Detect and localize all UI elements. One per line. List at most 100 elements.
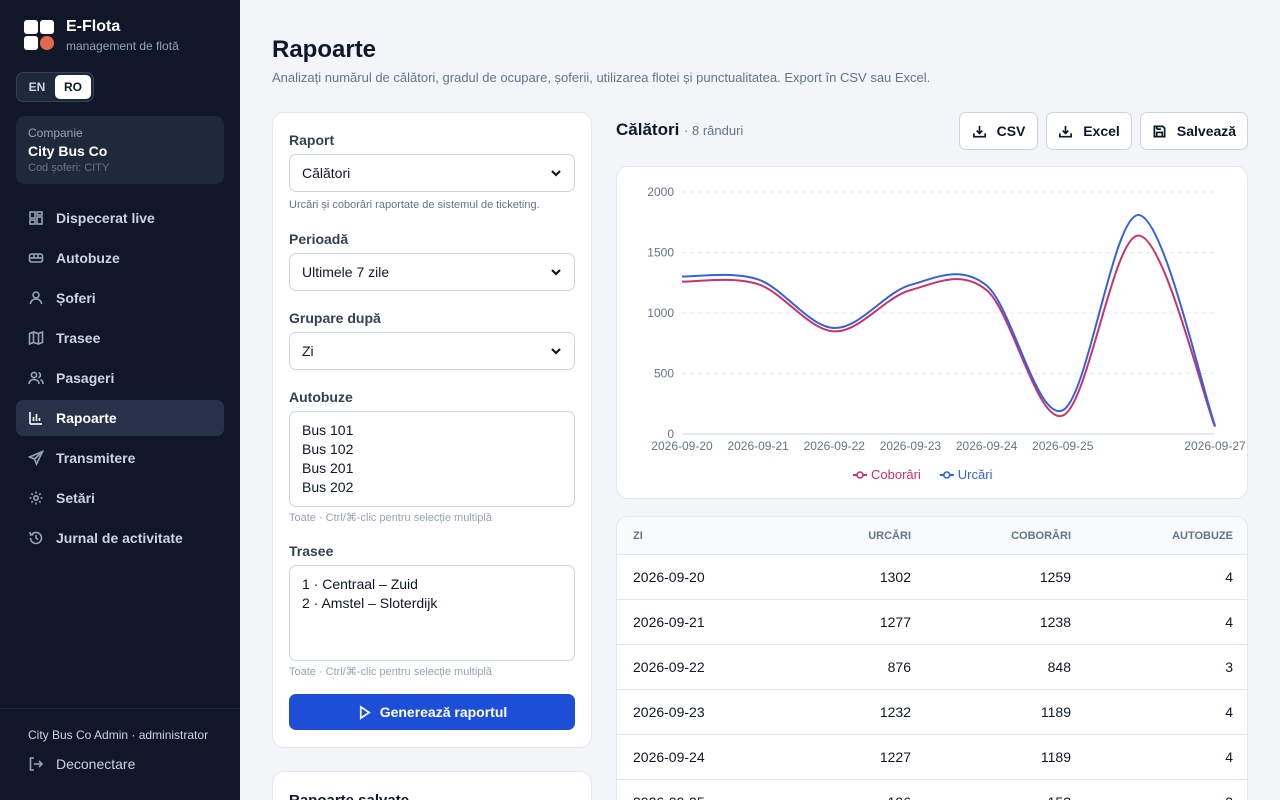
logout-button[interactable]: Deconectare <box>28 756 135 772</box>
sidebar-nav: Dispecerat live Autobuze Șoferi Trasee P… <box>16 200 224 560</box>
route-option[interactable]: 1 · Centraal – Zuid <box>302 576 418 592</box>
routes-label: Trasee <box>289 543 334 559</box>
sidebar-item-transmitere[interactable]: Transmitere <box>16 440 224 476</box>
period-select[interactable]: Ultimele 7 zile <box>289 253 575 291</box>
table-cell: 848 <box>1047 659 1071 675</box>
page-title: Rapoarte <box>272 36 377 63</box>
page-description: Analizați numărul de călători, gradul de… <box>272 70 931 85</box>
lang-ro-button[interactable]: RO <box>55 75 91 99</box>
brand[interactable]: E-Flota management de flotă <box>24 18 179 53</box>
sidebar-item-pasageri[interactable]: Pasageri <box>16 360 224 396</box>
sidebar-item-dispecerat[interactable]: Dispecerat live <box>16 200 224 236</box>
current-user: City Bus Co Admin · administrator <box>28 728 209 742</box>
company-card: Companie City Bus Co Cod șoferi: CITY <box>16 116 224 184</box>
table-cell: 2026-09-25 <box>633 780 705 800</box>
column-header-zi[interactable]: ZI <box>633 529 643 542</box>
buses-hint: Toate · Ctrl/⌘-clic pentru selecție mult… <box>289 512 492 524</box>
report-table: ZI URCĂRI COBORÂRI AUTOBUZE 2026-09-20 13… <box>616 516 1248 800</box>
buses-label: Autobuze <box>289 389 353 405</box>
table-cell: 2026-09-20 <box>633 569 705 585</box>
saved-reports-card: Rapoarte salvate <box>272 771 592 800</box>
table-cell: 1277 <box>879 614 911 630</box>
column-header-urcari[interactable]: URCĂRI <box>868 529 911 542</box>
sidebar-item-label: Jurnal de activitate <box>56 530 183 546</box>
download-icon <box>1059 125 1073 137</box>
chevron-down-icon <box>551 269 561 276</box>
table-cell: 1232 <box>879 704 911 720</box>
table-cell: 1238 <box>1039 614 1071 630</box>
group-select-value: Zi <box>302 343 314 359</box>
buses-multiselect[interactable]: Bus 101 Bus 102 Bus 201 Bus 202 <box>289 411 575 507</box>
legend-marker <box>942 471 951 479</box>
table-cell: 4 <box>1225 569 1233 585</box>
sidebar-item-setari[interactable]: Setări <box>16 480 224 516</box>
column-header-autobuze[interactable]: AUTOBUZE <box>1172 529 1233 542</box>
table-cell: 3 <box>1225 659 1233 675</box>
export-csv-button[interactable]: CSV <box>959 112 1038 150</box>
report-row-count: · 8 rânduri <box>684 123 744 138</box>
logo-icon <box>24 19 56 52</box>
sidebar-divider <box>0 708 240 709</box>
export-excel-button[interactable]: Excel <box>1046 112 1132 150</box>
table-cell: 876 <box>887 659 911 675</box>
chevron-down-icon <box>551 170 561 177</box>
bus-option[interactable]: Bus 101 <box>302 422 354 438</box>
play-icon <box>359 704 371 720</box>
group-label: Grupare după <box>289 310 381 326</box>
sidebar-item-jurnal[interactable]: Jurnal de activitate <box>16 520 224 556</box>
chart-card: 0 500 1000 1500 2000 2026-09-20 2026-09-21 2026… <box>616 166 1248 499</box>
logout-icon <box>29 757 44 771</box>
routes-multiselect[interactable]: 1 · Centraal – Zuid 2 · Amstel – Sloterd… <box>289 565 575 661</box>
report-hint: Urcări și coborâri raportate de sistemul… <box>289 199 540 211</box>
table-cell: 4 <box>1225 749 1233 765</box>
sidebar-item-label: Trasee <box>56 330 101 346</box>
period-label: Perioadă <box>289 231 349 247</box>
y-tick-label: 500 <box>654 367 674 381</box>
report-select-value: Călători <box>302 165 351 181</box>
download-icon <box>972 125 986 137</box>
legend-label: Coborâri <box>871 467 921 482</box>
lang-en-button[interactable]: EN <box>19 75 55 99</box>
table-cell: 2026-09-21 <box>633 614 705 630</box>
table-row: 2026-09-25 196 152 3 <box>617 780 1247 800</box>
table-cell: 1302 <box>879 569 911 585</box>
group-select[interactable]: Zi <box>289 332 575 370</box>
bus-option[interactable]: Bus 102 <box>302 441 354 457</box>
table-row: 2026-09-24 1227 1189 4 <box>617 735 1247 780</box>
x-tick-label: 2026-09-24 <box>956 439 1018 453</box>
sidebar-item-soferi[interactable]: Șoferi <box>16 280 224 316</box>
table-header: ZI URCĂRI COBORÂRI AUTOBUZE <box>617 517 1247 555</box>
export-excel-label: Excel <box>1083 123 1120 139</box>
save-report-button[interactable]: Salvează <box>1140 112 1248 150</box>
logout-label: Deconectare <box>56 756 136 772</box>
sidebar-item-autobuze[interactable]: Autobuze <box>16 240 224 276</box>
sidebar-item-label: Setări <box>56 490 95 506</box>
routes-hint: Toate · Ctrl/⌘-clic pentru selecție mult… <box>289 666 492 678</box>
language-switch: EN RO <box>16 72 94 102</box>
y-tick-label: 0 <box>667 427 674 441</box>
legend-label: Urcări <box>958 467 993 482</box>
table-cell: 196 <box>888 780 911 800</box>
history-icon <box>28 530 44 546</box>
brand-name: E-Flota <box>66 18 121 35</box>
report-filters-card: Raport Călători Urcări și coborâri rapor… <box>272 112 592 748</box>
bus-option[interactable]: Bus 201 <box>302 460 354 476</box>
route-option[interactable]: 2 · Amstel – Sloterdijk <box>302 595 438 611</box>
sidebar-item-label: Pasageri <box>56 370 115 386</box>
x-tick-label: 2026-09-21 <box>727 439 789 453</box>
bus-option[interactable]: Bus 202 <box>302 479 354 495</box>
table-cell: 2026-09-22 <box>633 659 705 675</box>
report-select[interactable]: Călători <box>289 154 575 192</box>
sidebar-item-label: Autobuze <box>56 250 120 266</box>
report-label: Raport <box>289 132 335 148</box>
sidebar-item-trasee[interactable]: Trasee <box>16 320 224 356</box>
x-tick-label: 2026-09-27 <box>1184 439 1246 453</box>
users-icon <box>28 370 44 386</box>
sidebar-item-label: Transmitere <box>56 450 136 466</box>
save-report-label: Salvează <box>1176 123 1237 139</box>
generate-report-button[interactable]: Generează raportul <box>289 694 575 730</box>
sidebar-item-label: Șoferi <box>56 290 96 306</box>
bar-chart-icon <box>28 410 44 426</box>
sidebar-item-rapoarte[interactable]: Rapoarte <box>16 400 224 436</box>
column-header-coborari[interactable]: COBORÂRI <box>1011 529 1071 542</box>
